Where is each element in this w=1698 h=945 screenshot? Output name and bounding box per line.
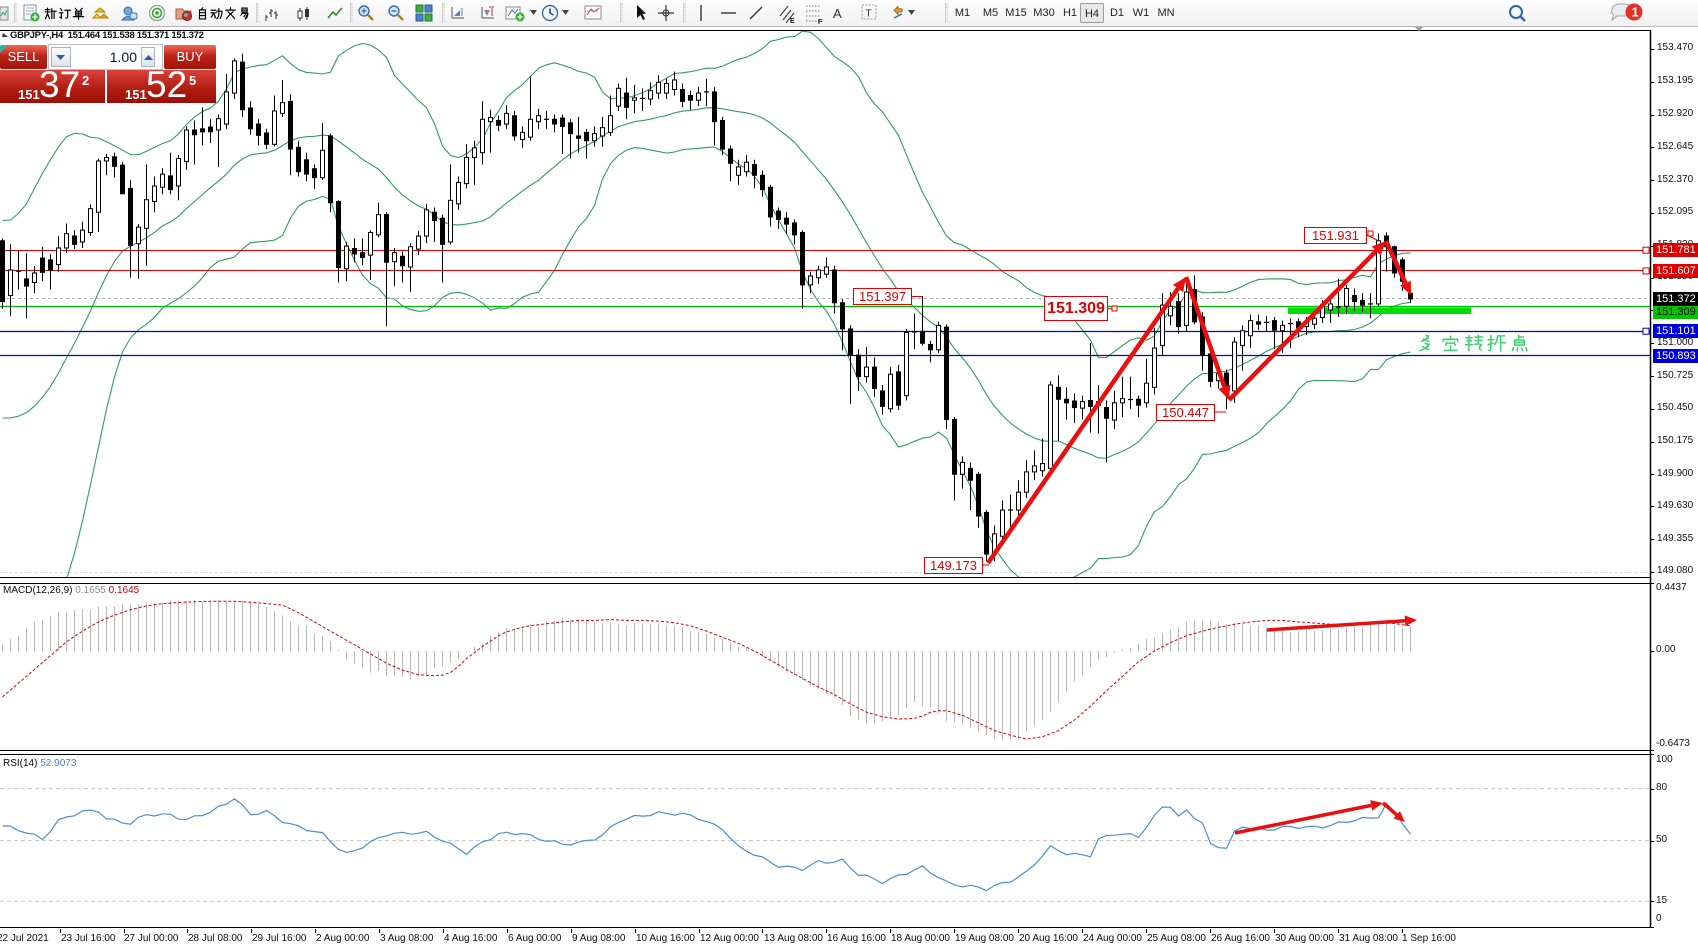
svg-text:1: 1 <box>1632 5 1639 20</box>
svg-text:F: F <box>818 19 823 24</box>
svg-text:T: T <box>866 9 872 20</box>
svg-text:E: E <box>790 18 795 24</box>
